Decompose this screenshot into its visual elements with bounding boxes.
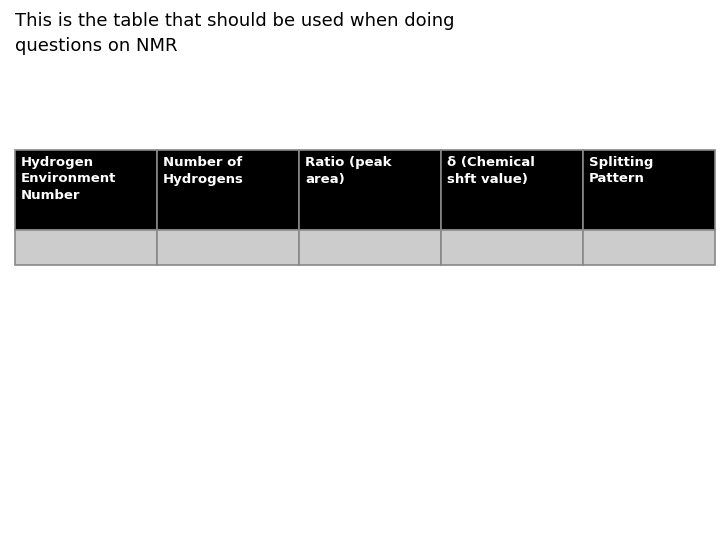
Bar (441, 230, 583, 265)
Bar (157, 230, 299, 265)
Text: Splitting
Pattern: Splitting Pattern (589, 156, 653, 186)
Bar (441, 150, 583, 230)
Text: This is the table that should be used when doing
questions on NMR: This is the table that should be used wh… (15, 12, 454, 55)
Text: Number of
Hydrogens: Number of Hydrogens (163, 156, 244, 186)
Text: Ratio (peak
area): Ratio (peak area) (305, 156, 392, 186)
Text: δ (Chemical
shft value): δ (Chemical shft value) (447, 156, 535, 186)
Bar (583, 230, 715, 265)
Bar (15, 150, 157, 230)
Bar (157, 150, 299, 230)
Bar (583, 150, 715, 230)
Bar (299, 230, 441, 265)
Bar (299, 150, 441, 230)
Text: Hydrogen
Environment
Number: Hydrogen Environment Number (21, 156, 117, 202)
Bar (15, 230, 157, 265)
